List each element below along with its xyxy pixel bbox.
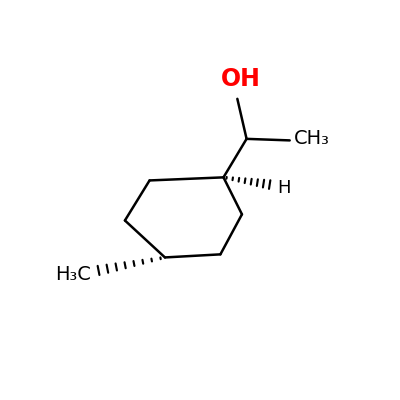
Text: H: H	[277, 179, 291, 197]
Text: OH: OH	[220, 67, 260, 91]
Text: H₃C: H₃C	[55, 265, 91, 284]
Text: CH₃: CH₃	[294, 129, 330, 148]
